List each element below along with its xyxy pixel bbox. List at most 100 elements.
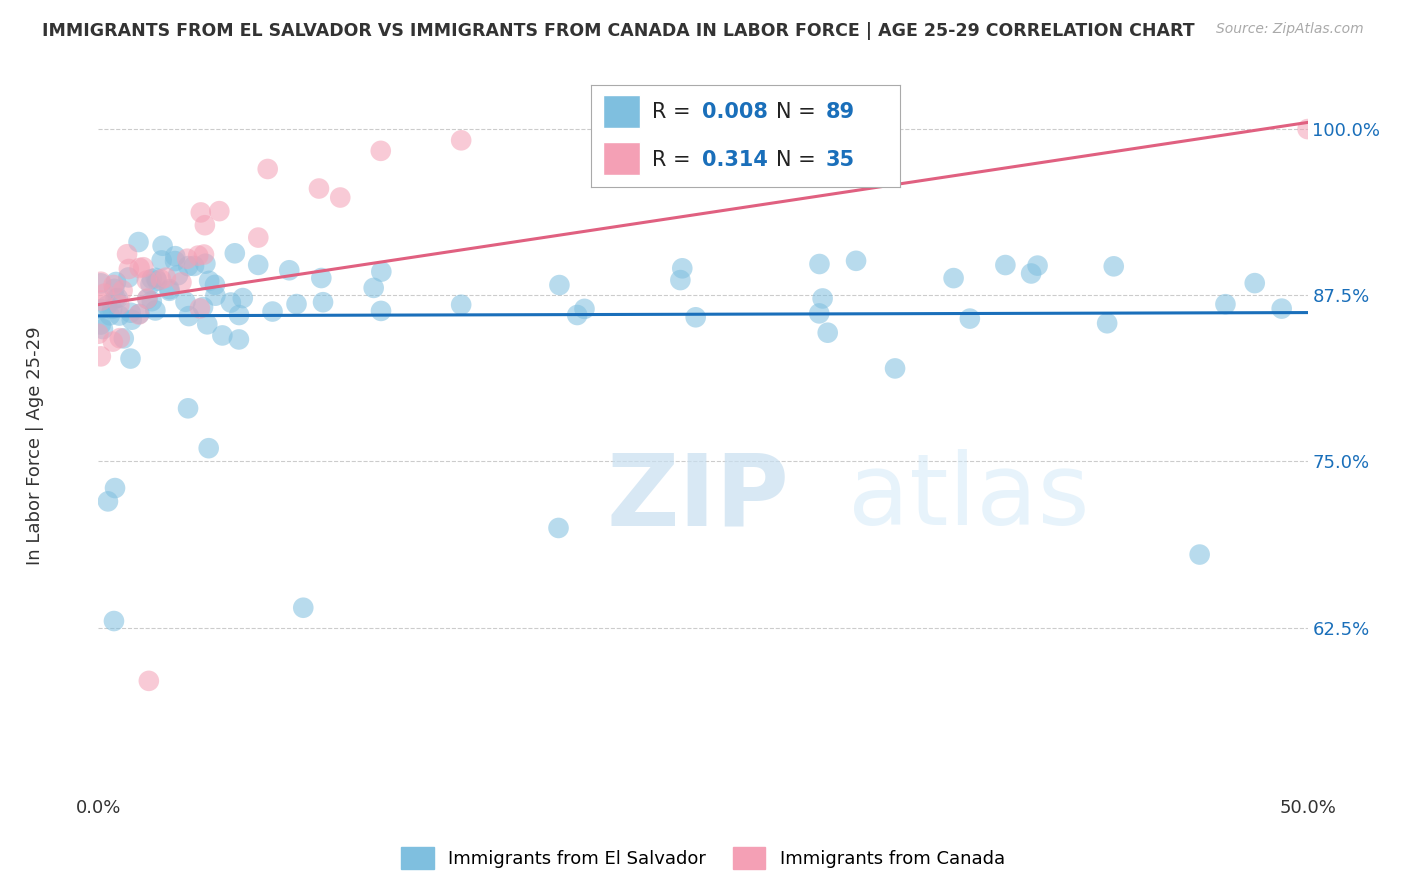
Point (183, 259, 205, 273)
Point (163, 254, 186, 268)
Point (363, 281, 385, 295)
Point (959, 311, 981, 326)
Point (194, 257, 217, 271)
Point (90, 293, 112, 308)
Point (103, 277, 125, 292)
Point (669, 273, 692, 287)
Point (193, 247, 215, 261)
Text: R =: R = (652, 150, 697, 169)
Point (90, 318, 112, 332)
Point (103, 282, 125, 296)
Point (103, 614, 125, 628)
Point (228, 333, 250, 347)
Point (90, 277, 112, 291)
Point (128, 308, 150, 322)
Bar (603, 95, 640, 128)
Point (224, 246, 246, 260)
Point (128, 235, 150, 249)
Point (370, 144, 392, 158)
Point (90, 275, 112, 289)
Point (671, 261, 693, 276)
Point (139, 277, 162, 292)
Point (118, 262, 141, 277)
Point (1243, 276, 1265, 290)
Point (994, 258, 1017, 272)
Point (187, 249, 209, 263)
Point (292, 600, 315, 615)
Point (97, 494, 120, 508)
Point (91, 322, 114, 336)
Point (105, 275, 128, 289)
Point (90, 302, 112, 317)
Point (204, 288, 226, 302)
Point (194, 218, 217, 232)
Point (1271, 301, 1294, 316)
Text: ZIP: ZIP (606, 450, 789, 547)
Point (90, 349, 112, 363)
Point (308, 181, 330, 195)
Text: 89: 89 (825, 103, 855, 122)
Point (547, 521, 569, 535)
Point (567, 308, 589, 322)
Point (141, 294, 163, 309)
Point (450, 133, 472, 147)
Point (176, 252, 198, 266)
Point (228, 308, 250, 322)
Point (817, 326, 839, 340)
Point (208, 204, 231, 219)
Point (278, 263, 301, 277)
Point (1095, 316, 1118, 330)
Point (312, 295, 335, 310)
Point (262, 304, 284, 318)
Point (93, 286, 115, 301)
Point (108, 298, 131, 312)
Point (204, 277, 226, 292)
Point (370, 265, 392, 279)
Point (198, 274, 221, 288)
Point (195, 318, 218, 332)
Text: IMMIGRANTS FROM EL SALVADOR VS IMMIGRANTS FROM CANADA IN LABOR FORCE | AGE 25-29: IMMIGRANTS FROM EL SALVADOR VS IMMIGRANT… (42, 22, 1195, 40)
Point (132, 260, 155, 275)
Point (808, 257, 831, 271)
Point (155, 270, 177, 285)
Point (329, 190, 352, 204)
Point (141, 272, 163, 286)
Text: R =: R = (652, 103, 697, 122)
Point (174, 294, 197, 309)
Legend: Immigrants from El Salvador, Immigrants from Canada: Immigrants from El Salvador, Immigrants … (394, 840, 1012, 877)
Point (370, 304, 392, 318)
Point (247, 230, 270, 244)
Point (101, 334, 124, 349)
Point (311, 271, 333, 285)
Text: 0.008: 0.008 (702, 103, 768, 122)
Point (138, 673, 160, 688)
Point (574, 301, 596, 316)
Point (548, 278, 571, 293)
Point (101, 301, 124, 316)
Point (170, 276, 193, 290)
Point (98, 309, 121, 323)
Point (1188, 548, 1211, 562)
Text: In Labor Force | Age 25-29: In Labor Force | Age 25-29 (27, 326, 44, 566)
Text: atlas: atlas (848, 450, 1090, 547)
Point (256, 161, 278, 176)
Bar (603, 142, 640, 175)
Point (808, 306, 831, 320)
Point (942, 271, 965, 285)
Point (117, 270, 139, 285)
Point (108, 331, 131, 345)
Point (165, 249, 187, 263)
Point (232, 291, 254, 305)
Point (219, 295, 242, 310)
Point (104, 481, 127, 495)
Point (96, 299, 118, 313)
Point (150, 272, 173, 286)
Point (191, 300, 214, 314)
Text: Source: ZipAtlas.com: Source: ZipAtlas.com (1216, 22, 1364, 37)
Point (136, 292, 159, 306)
Point (120, 351, 142, 366)
Point (136, 292, 159, 306)
Point (211, 328, 233, 343)
Point (145, 271, 167, 285)
Point (121, 312, 143, 326)
